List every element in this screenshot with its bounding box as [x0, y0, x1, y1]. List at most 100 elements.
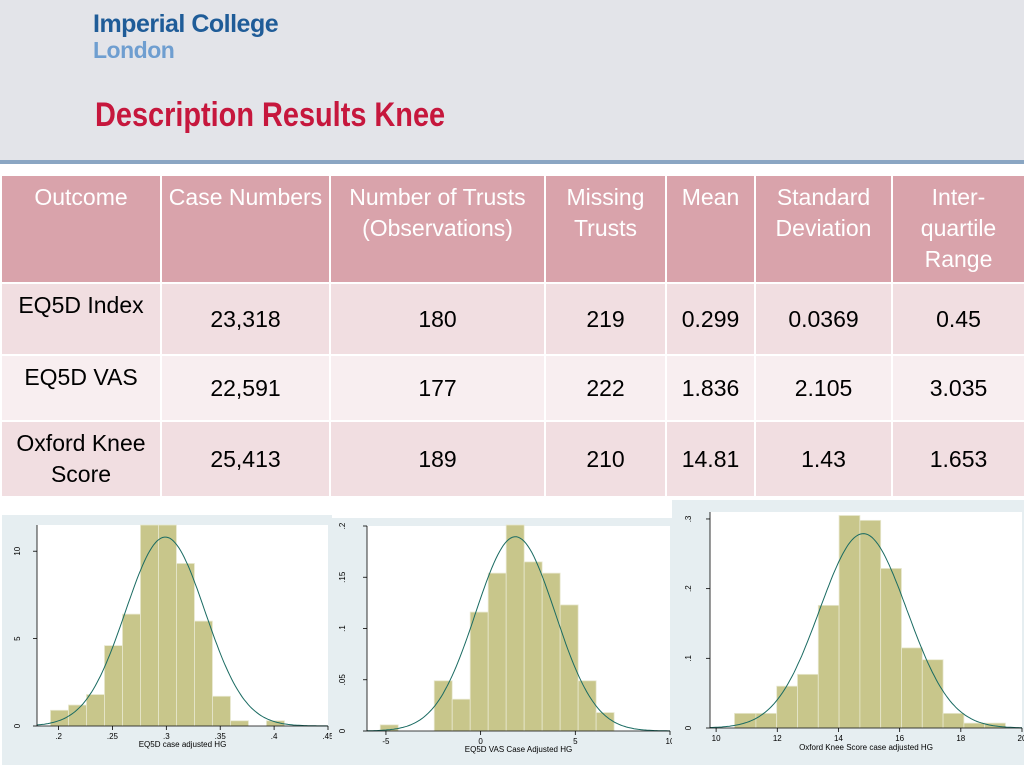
table-cell: 3.035: [891, 354, 1024, 422]
histogram-panel-eq5d-vas: -5 0 5 10 0 .05 .1 .15 .2 EQ5D VAS Case Adjusted …: [332, 518, 672, 765]
histogram-bar: [194, 620, 213, 727]
column-header: Inter-quartile Range: [891, 174, 1024, 284]
y-tick-label: .15: [338, 571, 347, 583]
histogram-panel-eq5d-index: .2 .25 .3 .35 .4 .45 0 5 10 EQ5D case adjusted HG: [2, 515, 332, 765]
x-axis-title: EQ5D case adjusted HG: [139, 740, 227, 749]
normal-curve: [709, 533, 1022, 729]
histogram-bar: [942, 712, 965, 729]
column-header: Mean: [665, 174, 756, 284]
column-header: Standard Deviation: [754, 174, 893, 284]
x-tick-label: 10: [712, 734, 721, 743]
slide-header: Imperial College London Description Resu…: [0, 0, 1024, 160]
table-cell: Oxford Knee Score: [0, 420, 162, 498]
x-tick-label: 12: [773, 734, 782, 743]
y-tick-label: 0: [684, 725, 693, 730]
histogram-oxford-knee: 10 12 14 16 18 20 0 .1 .2 .3 Oxford Knee Score cas…: [684, 512, 1024, 752]
histogram-bar: [140, 524, 159, 727]
logo-line-2: London: [93, 37, 175, 63]
x-tick-label: 14: [834, 734, 843, 743]
x-tick-label: .4: [271, 732, 278, 741]
histogram-bar: [86, 694, 105, 727]
x-tick-label: .45: [322, 732, 332, 741]
histogram-bar: [577, 680, 597, 732]
table-cell: 189: [329, 420, 546, 498]
x-axis-title: Oxford Knee Score case adjusted HG: [799, 743, 933, 752]
normal-curve: [36, 536, 329, 727]
y-tick-label: .1: [684, 654, 693, 661]
histogram-bar: [776, 685, 798, 729]
table-cell: 180: [329, 282, 546, 356]
histogram-bar: [859, 519, 882, 729]
table-cell: 1.653: [891, 420, 1024, 498]
histogram-bar: [122, 613, 141, 727]
histogram-bar: [451, 698, 471, 732]
table-cell: 0.0369: [754, 282, 893, 356]
normal-curve: [367, 536, 670, 732]
histogram-bar: [921, 659, 944, 729]
table-cell: 2.105: [754, 354, 893, 422]
table-cell: 25,413: [160, 420, 331, 498]
table-cell: EQ5D Index: [0, 282, 162, 356]
column-header: Outcome: [0, 174, 162, 284]
histogram-bar: [734, 712, 757, 729]
histogram-bar: [817, 604, 840, 729]
column-header: Number of Trusts (Observations): [329, 174, 546, 284]
histogram-bar: [901, 647, 923, 729]
table-cell: 0.299: [665, 282, 756, 356]
y-tick-label: .2: [338, 522, 347, 529]
y-tick-label: 5: [13, 636, 22, 641]
histogram-bar: [433, 680, 453, 732]
slide-title: Description Results Knee: [95, 96, 446, 134]
results-table: Outcome Case Numbers Number of Trusts (O…: [0, 174, 1024, 498]
y-tick-label: .05: [338, 674, 347, 686]
x-tick-label: 18: [956, 734, 965, 743]
header-divider: [0, 160, 1024, 164]
y-tick-label: .3: [684, 515, 693, 522]
histogram-bar: [838, 515, 861, 729]
histogram-bar: [541, 572, 561, 732]
histogram-bar: [469, 611, 489, 732]
x-tick-label: 0: [478, 737, 483, 746]
histogram-bar: [755, 712, 778, 729]
table-row: Oxford Knee Score 25,413 189 210 14.81 1…: [0, 420, 1024, 498]
table-cell: 210: [544, 420, 667, 498]
histogram-bar: [797, 673, 819, 729]
table-cell: 1.43: [754, 420, 893, 498]
histogram-eq5d-index: .2 .25 .3 .35 .4 .45 0 5 10 EQ5D case adjusted HG: [13, 524, 332, 749]
histogram-bar: [158, 524, 177, 727]
x-tick-label: .2: [55, 732, 62, 741]
histogram-bar: [880, 568, 902, 729]
histogram-bar: [487, 572, 507, 732]
x-tick-label: 20: [1018, 734, 1024, 743]
y-tick-label: .2: [684, 585, 693, 592]
table-cell: 1.836: [665, 354, 756, 422]
x-tick-label: 5: [573, 737, 578, 746]
x-tick-label: 10: [666, 737, 672, 746]
histogram-panel-oxford-knee: 10 12 14 16 18 20 0 .1 .2 .3 Oxford Knee Score cas…: [672, 500, 1024, 765]
histogram-bar: [523, 561, 543, 732]
x-tick-label: .35: [215, 732, 227, 741]
histogram-bar: [68, 704, 87, 727]
column-header: Missing Trusts: [544, 174, 667, 284]
histogram-bar: [104, 645, 123, 727]
table-cell: 219: [544, 282, 667, 356]
y-tick-label: 10: [13, 546, 22, 555]
y-tick-label: .1: [338, 625, 347, 632]
histogram-bar: [230, 720, 249, 727]
table-cell: 222: [544, 354, 667, 422]
x-axis-title: EQ5D VAS Case Adjusted HG: [465, 745, 572, 754]
table-cell: EQ5D VAS: [0, 354, 162, 422]
table-row: EQ5D VAS 22,591 177 222 1.836 2.105 3.03…: [0, 354, 1024, 422]
table-cell: 0.45: [891, 282, 1024, 356]
x-tick-label: -5: [382, 737, 390, 746]
histogram-bar: [212, 695, 231, 727]
histogram-bar: [505, 524, 525, 732]
y-tick-label: 0: [13, 723, 22, 728]
x-tick-label: .3: [163, 732, 170, 741]
column-header: Case Numbers: [160, 174, 331, 284]
table-row: EQ5D Index 23,318 180 219 0.299 0.0369 0…: [0, 282, 1024, 356]
table-cell: 22,591: [160, 354, 331, 422]
x-tick-label: 16: [895, 734, 904, 743]
x-tick-label: .25: [107, 732, 119, 741]
histogram-bar: [176, 563, 195, 727]
